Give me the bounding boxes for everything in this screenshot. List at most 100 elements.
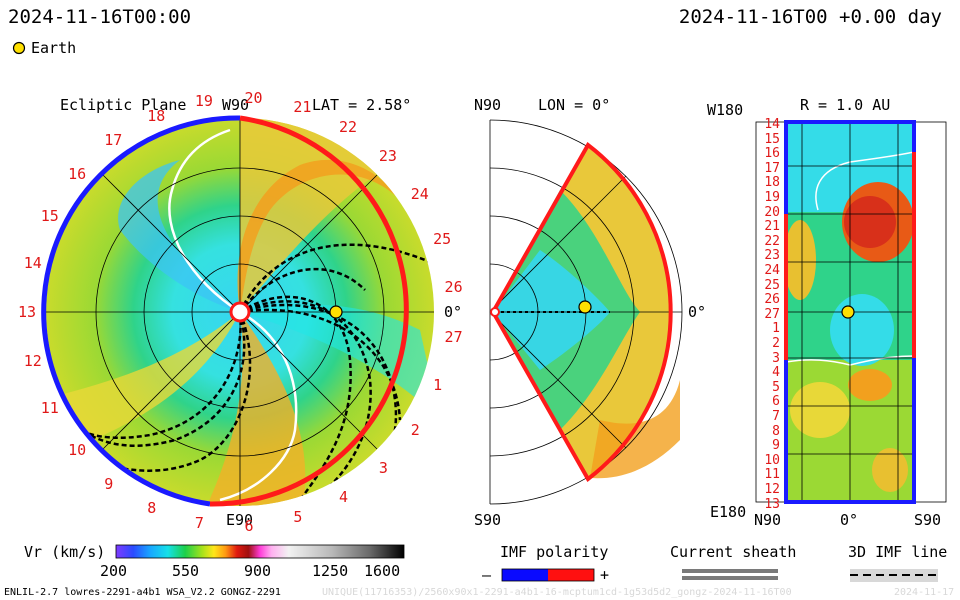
radial-y-tick: 20 xyxy=(764,204,780,220)
carrington-tick: 11 xyxy=(40,399,59,418)
radial-x-label-center: 0° xyxy=(840,511,859,529)
carrington-tick: 21 xyxy=(293,97,312,116)
ecliptic-bottom-label: E90 xyxy=(226,511,254,529)
radial-y-tick: 11 xyxy=(764,467,780,483)
carrington-tick: 23 xyxy=(378,147,397,166)
polarity-arc-negative xyxy=(41,115,241,507)
carrington-tick: 13 xyxy=(18,303,37,321)
carrington-tick: 2 xyxy=(410,420,420,439)
earth-marker-radial xyxy=(841,305,855,319)
radial-y-tick: 17 xyxy=(764,160,780,176)
carrington-tick: 3 xyxy=(378,458,388,477)
colorbar-tick-1250: 1250 xyxy=(312,562,349,580)
carrington-tick: 15 xyxy=(40,206,59,225)
carrington-tick: 18 xyxy=(147,106,166,125)
meridional-bottom-left-label: S90 xyxy=(474,511,502,529)
radial-x-label-right: S90 xyxy=(914,511,942,529)
left-timestamp: 2024-11-16T00:00 xyxy=(8,6,192,28)
imf-polarity-minus: – xyxy=(482,566,492,584)
carrington-tick: 6 xyxy=(244,516,254,535)
colorbar-tick-550: 550 xyxy=(172,562,200,580)
meridional-title: LON = 0° xyxy=(538,96,611,114)
radial-y-tick: 3 xyxy=(772,350,780,366)
radial-y-tick: 16 xyxy=(764,146,780,162)
ecliptic-plane-panel xyxy=(41,115,434,507)
radial-top-left-label: W180 xyxy=(707,101,744,119)
carrington-tick: 1 xyxy=(433,376,443,395)
carrington-tick: 22 xyxy=(339,117,358,136)
radial-y-tick: 2 xyxy=(772,336,780,351)
radial-y-tick: 25 xyxy=(764,277,780,293)
radial-y-tick: 8 xyxy=(772,423,780,439)
colorbar xyxy=(115,544,405,559)
carrington-tick: 24 xyxy=(410,185,429,204)
radial-y-tick: 15 xyxy=(764,131,780,147)
radial-y-tick: 14 xyxy=(764,117,780,132)
earth-legend-icon xyxy=(12,41,26,55)
radial-y-tick: 7 xyxy=(772,409,780,424)
earth-legend-label: Earth xyxy=(31,39,77,57)
imf-polarity-title: IMF polarity xyxy=(500,543,609,561)
footer-model: ENLIL-2.7 lowres-2291-a4b1 WSA_V2.2 GONG… xyxy=(4,587,281,598)
carrington-tick: 26 xyxy=(444,278,463,297)
earth-marker-meridional xyxy=(578,300,592,314)
carrington-tick: 16 xyxy=(68,165,87,184)
carrington-tick: 27 xyxy=(444,327,463,346)
imf-polarity-positive-swatch xyxy=(548,569,594,581)
radial-bottom-left-label: E180 xyxy=(710,503,747,521)
colorbar-tick-200: 200 xyxy=(100,562,128,580)
radial-map-panel xyxy=(755,120,947,504)
imf-polarity-plus: + xyxy=(600,566,610,584)
radial-y-tick: 12 xyxy=(764,482,780,497)
carrington-tick: 10 xyxy=(68,440,87,459)
carrington-tick: 17 xyxy=(104,131,123,150)
radial-y-tick: 5 xyxy=(772,379,780,395)
radial-y-tick: 9 xyxy=(772,438,780,454)
imf-line-title: 3D IMF line xyxy=(848,543,948,561)
carrington-tick: 7 xyxy=(194,513,204,532)
carrington-tick: 25 xyxy=(433,229,452,248)
meridional-top-left-label: N90 xyxy=(474,96,502,114)
ecliptic-right-label: 0° xyxy=(444,303,463,321)
carrington-tick: 14 xyxy=(23,253,42,272)
ecliptic-lat-label: LAT = 2.58° xyxy=(312,96,412,114)
radial-x-label-left: N90 xyxy=(754,511,782,529)
carrington-tick: 12 xyxy=(23,352,42,371)
carrington-tick: 20 xyxy=(244,89,263,108)
imf-line-swatch xyxy=(850,569,938,582)
carrington-tick: 19 xyxy=(194,92,213,111)
meridional-plane-panel xyxy=(489,119,683,505)
footer-date-tag: 2024-11-17 xyxy=(894,587,955,598)
sun-marker xyxy=(229,301,251,323)
current-sheath-title: Current sheath xyxy=(670,543,797,561)
carrington-tick: 8 xyxy=(147,499,157,518)
radial-y-tick: 26 xyxy=(764,292,780,308)
colorbar-tick-900: 900 xyxy=(244,562,272,580)
carrington-tick: 4 xyxy=(339,488,349,507)
current-sheath-swatch xyxy=(682,569,778,580)
radial-y-tick: 22 xyxy=(764,233,780,249)
radial-y-tick: 27 xyxy=(764,306,780,322)
radial-y-tick: 10 xyxy=(764,452,780,468)
radial-y-tick: 6 xyxy=(772,394,780,410)
right-timestamp: 2024-11-16T00 +0.00 day xyxy=(678,6,942,28)
carrington-tick: 5 xyxy=(293,508,303,526)
radial-y-tick: 13 xyxy=(764,496,780,512)
ecliptic-title: Ecliptic Plane xyxy=(60,96,187,114)
earth-marker-ecliptic xyxy=(329,305,343,319)
ecliptic-top-label: W90 xyxy=(222,96,250,114)
radial-y-tick: 23 xyxy=(764,248,780,264)
radial-y-tick: 21 xyxy=(764,219,780,235)
colorbar-label: Vr (km/s) xyxy=(24,543,106,561)
radial-y-tick: 4 xyxy=(772,365,780,381)
radial-y-tick: 24 xyxy=(764,263,780,278)
meridional-right-label: 0° xyxy=(688,303,707,321)
radial-y-tick: 1 xyxy=(772,321,780,337)
radial-y-tick: 19 xyxy=(764,190,780,205)
footer-run-id: UNIQUE(11716353)/2560x90x1-2291-a4b1-16-… xyxy=(322,587,792,598)
radial-title: R = 1.0 AU xyxy=(800,96,891,114)
carrington-tick: 9 xyxy=(104,474,114,493)
polarity-arc-positive xyxy=(209,115,409,507)
imf-polarity-negative-swatch xyxy=(502,569,548,581)
